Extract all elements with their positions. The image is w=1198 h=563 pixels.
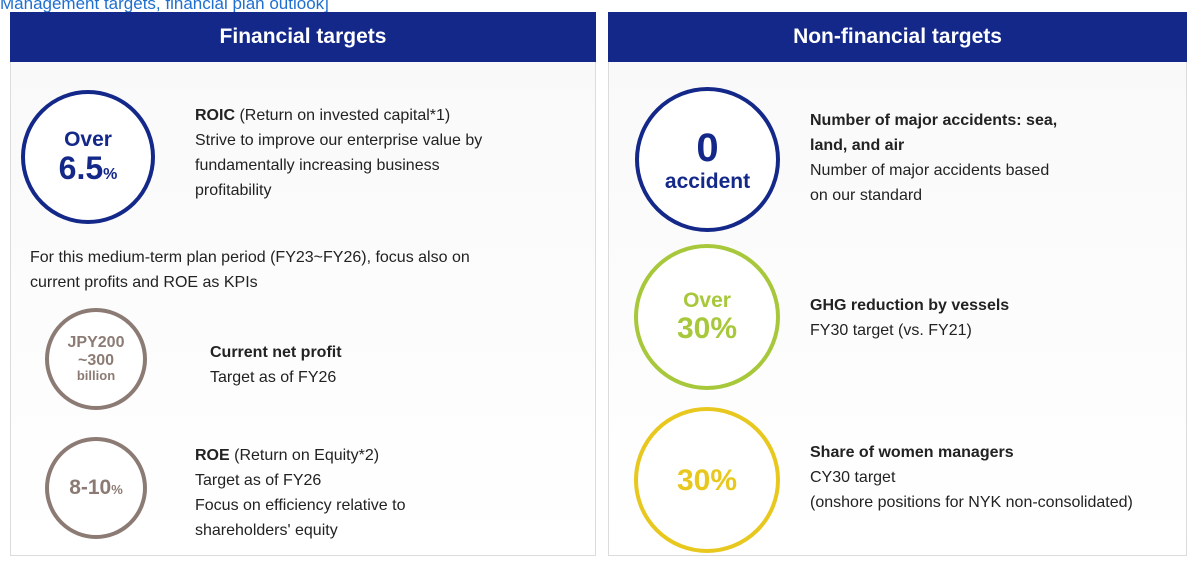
circle-text: 6.5% [58,149,118,186]
text-line: Current net profit [210,340,342,365]
circle-text: % [111,482,123,498]
text-line: ROIC (Return on invested capital*1) [195,103,482,128]
target-name: Current net profit [210,344,342,361]
panel-header: Non-financial targets [608,12,1187,62]
target-note: (Return on Equity*2) [229,447,380,464]
target-name: ROE [195,447,230,464]
circle-text: 8-10 [69,476,112,500]
text-line: current profits and ROE as KPIs [30,274,258,291]
text-line: GHG reduction by vessels [810,293,1009,318]
note: For this medium-term plan period (FY23~F… [30,245,470,295]
circle-text: JPY200 [67,334,125,352]
text-line: fundamentally increasing business [195,157,440,174]
target-circle: JPY200 ~300 billion [45,308,147,410]
circle-text: accident [664,169,751,193]
text-line: CY30 target [810,469,896,486]
text-line: FY30 target (vs. FY21) [810,322,972,339]
text-line: shareholders' equity [195,522,338,539]
circle-text: 30% [676,463,738,497]
text-line: Number of major accidents based [810,162,1050,179]
target-circle: Over 30% [634,244,780,390]
target-circle: 8-10% [45,437,147,539]
target-name: GHG reduction by vessels [810,297,1010,314]
circle-text: 0 [696,125,719,170]
target-text: ROE (Return on Equity*2) Target as of FY… [195,443,405,543]
text-line: For this medium-term plan period (FY23~F… [30,249,470,266]
circle-text: 6.5 [58,149,104,186]
target-circle: 30% [634,407,780,553]
circle-text: ~300 [77,351,115,369]
target-name: ROIC [195,107,235,124]
target-name: Number of major accidents: sea, [810,112,1058,129]
target-circle: 0 accident [635,87,780,232]
text-line: Number of major accidents: sea, [810,108,1057,133]
panel-header: Financial targets [10,12,596,62]
circle-text: % [103,165,118,183]
text-line: Strive to improve our enterprise value b… [195,132,483,149]
target-name: Share of women managers [810,444,1014,461]
target-text: Share of women managers CY30 target (ons… [810,440,1133,515]
target-name: land, and air [810,137,905,154]
text-line: on our standard [810,187,923,204]
text-line: Focus on efficiency relative to [195,497,406,514]
text-line: Share of women managers [810,440,1133,465]
circle-text: Over [683,288,731,312]
circle-text: 30% [676,312,738,346]
text-line: Target as of FY26 [195,472,322,489]
target-text: Number of major accidents: sea, land, an… [810,108,1057,208]
text-line: ROE (Return on Equity*2) [195,443,405,468]
target-note: (Return on invested capital*1) [235,107,451,124]
page-title: Management targets, financial plan outlo… [0,0,329,13]
circle-text: billion [76,368,116,384]
target-circle: Over 6.5% [21,90,155,224]
target-text: ROIC (Return on invested capital*1) Stri… [195,103,482,203]
circle-text: Over [64,127,112,151]
target-text: GHG reduction by vessels FY30 target (vs… [810,293,1009,343]
text-line: Target as of FY26 [210,369,337,386]
target-text: Current net profit Target as of FY26 [210,340,342,390]
text-line: profitability [195,182,272,199]
text-line: land, and air [810,133,1057,158]
circle-text: 8-10% [69,476,123,499]
text-line: (onshore positions for NYK non-consolida… [810,494,1133,511]
